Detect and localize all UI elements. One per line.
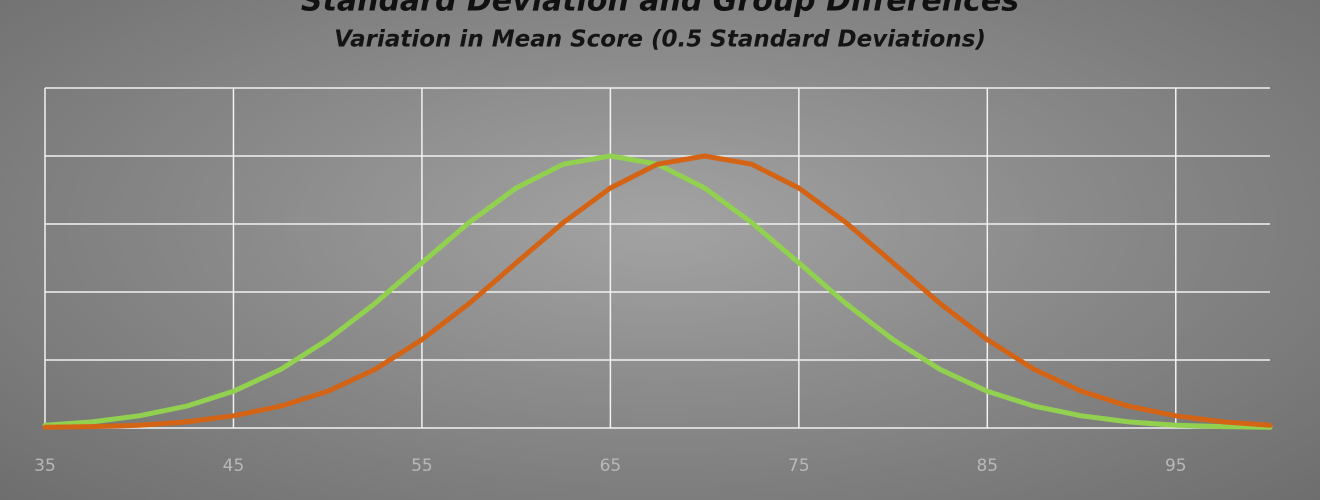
x-tick-label: 85 <box>976 456 998 476</box>
x-tick-label: 45 <box>223 456 245 476</box>
chart-subtitle: Variation in Mean Score (0.5 Standard De… <box>334 27 986 53</box>
x-tick-label: 75 <box>788 456 810 476</box>
x-tick-label: 55 <box>411 456 433 476</box>
x-tick-label: 95 <box>1165 456 1187 476</box>
series-line <box>42 153 1273 430</box>
x-tick-label: 65 <box>600 456 622 476</box>
x-tick-label: 35 <box>34 456 56 476</box>
chart-title: Standard Deviation and Group Differences <box>301 0 1019 19</box>
